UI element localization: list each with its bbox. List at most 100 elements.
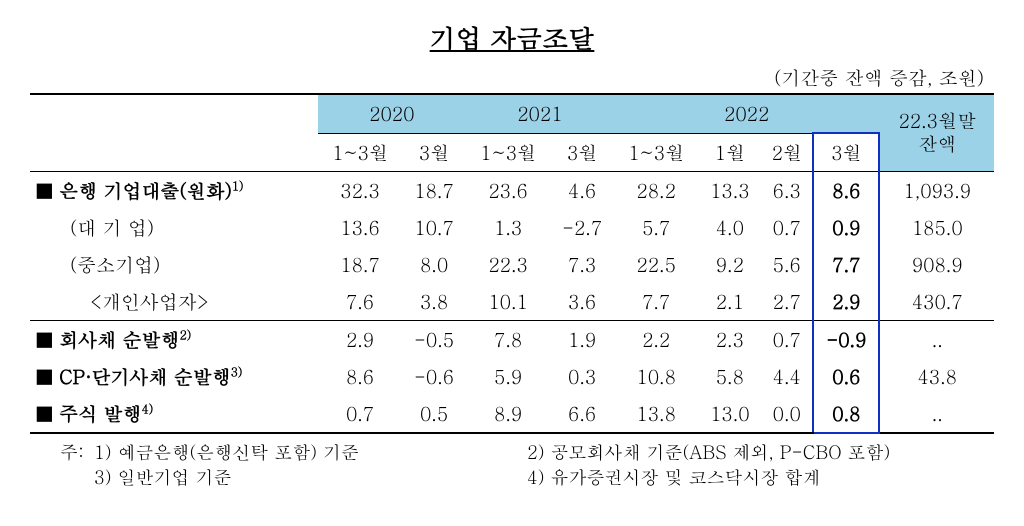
cell: 7.8 [466,321,551,359]
cell: 6.6 [550,395,614,433]
col-2020: 2020 [318,94,466,133]
cell: 10.1 [466,283,551,321]
footnote-4: 4) 유가증권시장 및 코스닥시장 합계 [527,465,820,490]
cell: -2.7 [550,209,614,246]
cell: 3.8 [402,283,466,321]
sub-2022-m2: 2월 [761,133,813,172]
col-2021: 2021 [466,94,614,133]
cell: 23.6 [466,172,551,210]
footnote-label: 주: [60,440,88,465]
cell: 8.0 [402,246,466,283]
sub-2021-m3: 3월 [550,133,614,172]
cell: 5.8 [698,358,761,395]
cell: 10.8 [614,358,699,395]
row-label: ■ 주식 발행4) [30,395,318,433]
table-row: ■ 주식 발행4)0.70.58.96.613.813.00.00.8.. [30,395,994,433]
unit-label: (기간중 잔액 증감, 조원) [30,64,994,91]
cell: .. [879,395,994,433]
cell: -0.5 [402,321,466,359]
cell: 0.8 [813,395,879,433]
cell: 2.9 [318,321,403,359]
cell: 5.6 [761,246,813,283]
cell: 3.6 [550,283,614,321]
cell: 0.9 [813,209,879,246]
cell: 7.6 [318,283,403,321]
row-label: (대 기 업) [30,209,318,246]
cell: 22.5 [614,246,699,283]
table-row: ■ CP·단기사채 순발행3)8.6-0.65.90.310.85.84.40.… [30,358,994,395]
sub-2020-m3: 3월 [402,133,466,172]
cell: 5.7 [614,209,699,246]
cell: 6.3 [761,172,813,210]
cell: 0.7 [761,321,813,359]
row-label: ■ 회사채 순발행2) [30,321,318,359]
cell: 1.9 [550,321,614,359]
footnote-1: 1) 예금은행(은행신탁 포함) 기준 [94,440,359,465]
row-label: (중소기업) [30,246,318,283]
row-label: ■ CP·단기사채 순발행3) [30,358,318,395]
footnotes: 주: 1) 예금은행(은행신탁 포함) 기준 주: 3) 일반기업 기준 2) … [30,440,994,490]
cell: 1,093.9 [879,172,994,210]
cell: 0.7 [761,209,813,246]
cell: 0.0 [761,395,813,433]
cell: 0.3 [550,358,614,395]
cell: 185.0 [879,209,994,246]
cell: 7.3 [550,246,614,283]
cell: 2.2 [614,321,699,359]
cell: 13.6 [318,209,403,246]
cell: 22.3 [466,246,551,283]
cell: 0.5 [402,395,466,433]
cell: 7.7 [614,283,699,321]
sub-2022-m1: 1월 [698,133,761,172]
cell: 8.6 [318,358,403,395]
sub-2022-m3-highlight: 3월 [813,133,879,172]
footnote-3: 3) 일반기업 기준 [94,465,232,490]
cell: 2.1 [698,283,761,321]
cell: 2.9 [813,283,879,321]
sub-2021-q1: 1~3월 [466,133,551,172]
row-label: <개인사업자> [30,283,318,321]
cell: 2.7 [761,283,813,321]
col-balance: 22.3월말잔액 [879,94,994,172]
table-row: (대 기 업)13.610.71.3-2.75.74.00.70.9185.0 [30,209,994,246]
cell: 8.9 [466,395,551,433]
table-row: (중소기업)18.78.022.37.322.59.25.67.7908.9 [30,246,994,283]
cell: 18.7 [318,246,403,283]
cell: 4.4 [761,358,813,395]
cell: 13.3 [698,172,761,210]
page-title: 기업 자금조달 [30,20,994,56]
cell: -0.9 [813,321,879,359]
cell: 43.8 [879,358,994,395]
cell: 0.6 [813,358,879,395]
cell: 13.0 [698,395,761,433]
cell: 430.7 [879,283,994,321]
cell: 2.3 [698,321,761,359]
col-2022: 2022 [614,94,880,133]
data-table: 2020 2021 2022 22.3월말잔액 1~3월 3월 1~3월 3월 … [30,93,994,434]
cell: 1.3 [466,209,551,246]
table-header-years: 2020 2021 2022 22.3월말잔액 [30,94,994,133]
cell: 28.2 [614,172,699,210]
cell: 8.6 [813,172,879,210]
cell: 7.7 [813,246,879,283]
cell: 4.6 [550,172,614,210]
cell: 5.9 [466,358,551,395]
table-row: <개인사업자>7.63.810.13.67.72.12.72.9430.7 [30,283,994,321]
cell: 10.7 [402,209,466,246]
table-row: ■ 회사채 순발행2)2.9-0.57.81.92.22.30.7-0.9.. [30,321,994,359]
sub-2020-q1: 1~3월 [318,133,403,172]
table-body: ■ 은행 기업대출(원화)1)32.318.723.64.628.213.36.… [30,172,994,434]
cell: 32.3 [318,172,403,210]
cell: 908.9 [879,246,994,283]
cell: 18.7 [402,172,466,210]
cell: .. [879,321,994,359]
sub-2022-q1: 1~3월 [614,133,699,172]
footnote-2: 2) 공모회사채 기준(ABS 제외, P-CBO 포함) [527,440,890,465]
cell: 13.8 [614,395,699,433]
cell: 0.7 [318,395,403,433]
table-row: ■ 은행 기업대출(원화)1)32.318.723.64.628.213.36.… [30,172,994,210]
cell: 4.0 [698,209,761,246]
cell: 9.2 [698,246,761,283]
cell: -0.6 [402,358,466,395]
row-label: ■ 은행 기업대출(원화)1) [30,172,318,210]
